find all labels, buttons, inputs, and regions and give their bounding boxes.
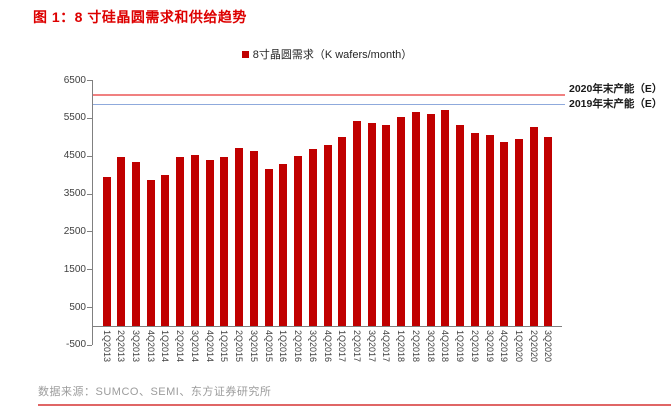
- x-axis-label: 2Q2017: [351, 330, 362, 363]
- x-axis-label: 2Q2014: [175, 330, 186, 363]
- y-axis-label: 4500: [63, 150, 86, 162]
- bar: [338, 136, 347, 326]
- y-axis-tick: [87, 269, 92, 271]
- x-axis-label: 1Q2020: [513, 330, 524, 363]
- y-axis-label: 2500: [63, 225, 86, 237]
- x-axis-label: 3Q2020: [543, 330, 554, 363]
- x-axis-label: 1Q2014: [160, 330, 171, 363]
- x-axis-label: 4Q2016: [322, 330, 333, 363]
- bar: [367, 123, 376, 326]
- bar: [544, 136, 553, 326]
- y-axis-line: [92, 80, 93, 345]
- bar: [529, 127, 538, 326]
- bar: [161, 175, 170, 326]
- x-axis-label: 3Q2017: [366, 330, 377, 363]
- x-axis-label: 2Q2019: [469, 330, 480, 363]
- y-axis-label: 5500: [63, 112, 86, 124]
- bar: [411, 112, 420, 326]
- bar: [235, 148, 244, 326]
- bar: [264, 168, 273, 326]
- x-axis-label: 3Q2014: [189, 330, 200, 363]
- footer-divider-line: [38, 404, 671, 406]
- x-axis-line: [92, 326, 562, 327]
- bar: [205, 159, 214, 326]
- x-axis-label: 3Q2016: [307, 330, 318, 363]
- x-axis-label: 2Q2018: [410, 330, 421, 363]
- x-axis-label: 2Q2013: [116, 330, 127, 363]
- bar: [117, 156, 126, 326]
- bar: [500, 141, 509, 326]
- chart-legend: 8寸晶圆需求（K wafers/month）: [92, 46, 562, 62]
- y-axis-tick: [87, 117, 92, 119]
- y-axis-label: 1500: [63, 263, 86, 275]
- legend-label: 8寸晶圆需求（K wafers/month）: [252, 49, 413, 61]
- x-axis-label: 4Q2013: [145, 330, 156, 363]
- bar: [132, 161, 140, 326]
- y-axis-label: 6500: [63, 74, 86, 86]
- bar: [146, 179, 155, 326]
- x-axis-label: 4Q2017: [381, 330, 392, 363]
- x-axis-label: 1Q2019: [455, 330, 465, 363]
- y-axis-label: 3500: [63, 188, 86, 199]
- bar: [190, 154, 199, 326]
- x-axis-label: 4Q2015: [263, 330, 274, 363]
- bar: [470, 132, 479, 326]
- bar: [279, 164, 288, 326]
- x-axis-label: 4Q2018: [440, 330, 451, 363]
- bar: [176, 157, 185, 326]
- x-axis-label: 1Q2016: [278, 330, 289, 363]
- bar: [323, 145, 332, 326]
- y-axis-label: -500: [65, 339, 86, 351]
- x-axis-label: 1Q2015: [219, 330, 230, 363]
- x-axis-label: 2Q2015: [234, 330, 245, 363]
- bar: [382, 125, 391, 326]
- bar: [308, 148, 317, 326]
- capacity-reference-line: [93, 103, 565, 106]
- capacity-line-label: 2019年末产能（E）: [569, 97, 663, 110]
- capacity-reference-line: [93, 94, 565, 96]
- x-axis-label: 3Q2015: [248, 330, 259, 363]
- bar: [294, 156, 302, 326]
- x-axis-label: 1Q2017: [337, 330, 348, 363]
- data-source-note: 数据来源：SUMCO、SEMI、东方证券研究所: [38, 386, 272, 398]
- y-axis-tick: [87, 193, 92, 195]
- x-axis-label: 2Q2016: [293, 330, 303, 363]
- x-axis-label: 2Q2020: [528, 330, 539, 363]
- bar: [426, 114, 435, 326]
- bar: [352, 120, 361, 326]
- y-axis-tick: [87, 80, 92, 81]
- bar: [485, 134, 494, 326]
- bar: [102, 176, 111, 326]
- bar: [249, 151, 258, 326]
- legend-swatch-icon: [241, 50, 249, 58]
- y-axis-tick: [87, 231, 92, 233]
- x-axis-label: 1Q2018: [396, 330, 407, 363]
- y-axis-tick: [87, 155, 92, 157]
- y-axis-tick: [87, 307, 92, 309]
- x-axis-label: 4Q2019: [499, 330, 510, 363]
- x-axis-label: 3Q2019: [484, 330, 495, 363]
- capacity-line-label: 2020年末产能（E）: [569, 83, 663, 96]
- bar: [456, 124, 464, 326]
- y-axis-tick: [87, 344, 92, 346]
- x-axis-label: 4Q2014: [204, 330, 215, 363]
- x-axis-label: 3Q2018: [425, 330, 436, 363]
- y-axis-label: 500: [69, 301, 86, 313]
- bar: [397, 116, 406, 326]
- figure-title: 图 1：8 寸硅晶圆需求和供给趋势: [33, 9, 247, 25]
- bar: [220, 157, 229, 326]
- x-axis-label: 3Q2013: [131, 330, 141, 363]
- bar: [441, 110, 450, 326]
- bar: [514, 139, 523, 326]
- x-axis-label: 1Q2013: [101, 330, 112, 363]
